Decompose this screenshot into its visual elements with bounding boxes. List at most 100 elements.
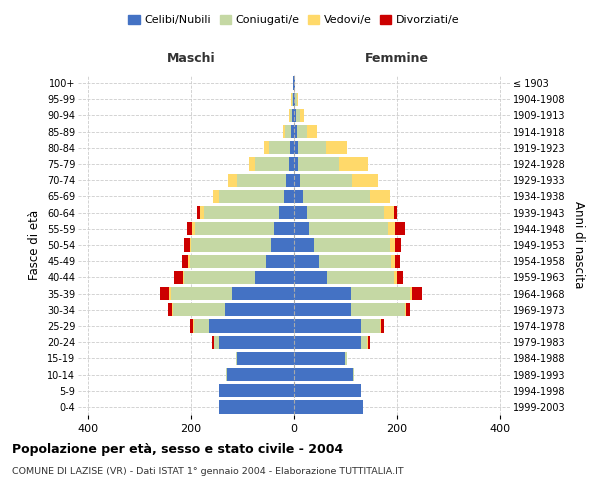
Bar	[410, 287, 412, 300]
Bar	[264, 141, 269, 154]
Bar	[285, 125, 292, 138]
Bar	[294, 109, 296, 122]
Bar	[350, 287, 410, 300]
Bar	[188, 254, 190, 268]
Bar	[266, 254, 294, 268]
Bar	[394, 270, 397, 284]
Bar	[184, 238, 190, 252]
Bar	[388, 222, 395, 235]
Bar	[269, 141, 290, 154]
Bar	[293, 92, 294, 106]
Y-axis label: Anni di nascita: Anni di nascita	[572, 202, 585, 288]
Bar	[224, 303, 294, 316]
Bar	[307, 206, 384, 220]
Bar	[278, 206, 294, 220]
Bar	[294, 368, 353, 381]
Bar	[294, 141, 298, 154]
Bar	[226, 368, 227, 381]
Bar	[271, 238, 294, 252]
Bar	[339, 158, 368, 170]
Bar	[294, 254, 319, 268]
Bar	[294, 238, 314, 252]
Bar	[367, 336, 368, 349]
Text: Femmine: Femmine	[365, 52, 429, 66]
Bar	[292, 92, 293, 106]
Bar	[289, 109, 290, 122]
Bar	[350, 303, 404, 316]
Bar	[294, 352, 346, 365]
Bar	[294, 384, 361, 398]
Bar	[228, 174, 238, 187]
Bar	[220, 190, 284, 203]
Bar	[232, 287, 294, 300]
Bar	[274, 222, 294, 235]
Bar	[368, 336, 370, 349]
Bar	[160, 287, 169, 300]
Bar	[294, 222, 310, 235]
Bar	[236, 352, 238, 365]
Bar	[395, 238, 401, 252]
Bar	[194, 320, 209, 332]
Bar	[292, 109, 294, 122]
Bar	[380, 320, 382, 332]
Bar	[370, 190, 389, 203]
Bar	[256, 270, 294, 284]
Bar	[300, 174, 352, 187]
Bar	[238, 352, 294, 365]
Bar	[238, 174, 286, 187]
Bar	[294, 287, 350, 300]
Bar	[389, 238, 395, 252]
Bar	[298, 141, 326, 154]
Bar	[346, 352, 347, 365]
Bar	[294, 270, 328, 284]
Bar	[227, 368, 294, 381]
Bar	[294, 320, 361, 332]
Bar	[406, 303, 410, 316]
Bar	[352, 174, 379, 187]
Bar	[197, 206, 200, 220]
Text: Popolazione per età, sesso e stato civile - 2004: Popolazione per età, sesso e stato civil…	[12, 442, 343, 456]
Legend: Celibi/Nubili, Coniugati/e, Vedovi/e, Divorziati/e: Celibi/Nubili, Coniugati/e, Vedovi/e, Di…	[124, 10, 464, 30]
Bar	[294, 303, 350, 316]
Bar	[384, 206, 394, 220]
Bar	[412, 287, 422, 300]
Bar	[307, 125, 317, 138]
Bar	[220, 384, 294, 398]
Bar	[361, 336, 367, 349]
Bar	[310, 222, 388, 235]
Bar	[256, 158, 289, 170]
Bar	[173, 303, 224, 316]
Bar	[183, 270, 184, 284]
Bar	[290, 109, 292, 122]
Bar	[294, 158, 298, 170]
Bar	[296, 109, 299, 122]
Bar	[382, 320, 384, 332]
Y-axis label: Fasce di età: Fasce di età	[28, 210, 41, 280]
Bar	[173, 270, 183, 284]
Bar	[190, 320, 193, 332]
Bar	[200, 206, 204, 220]
Bar	[294, 190, 303, 203]
Bar	[169, 287, 170, 300]
Bar	[204, 206, 278, 220]
Bar	[292, 125, 294, 138]
Bar	[190, 254, 266, 268]
Bar	[294, 174, 300, 187]
Bar	[326, 141, 347, 154]
Bar	[289, 158, 294, 170]
Bar	[290, 141, 294, 154]
Bar	[249, 158, 256, 170]
Bar	[193, 320, 194, 332]
Bar	[294, 92, 295, 106]
Bar	[213, 190, 220, 203]
Bar	[212, 336, 214, 349]
Bar	[361, 320, 380, 332]
Text: COMUNE DI LAZISE (VR) - Dati ISTAT 1° gennaio 2004 - Elaborazione TUTTITALIA.IT: COMUNE DI LAZISE (VR) - Dati ISTAT 1° ge…	[12, 468, 404, 476]
Bar	[209, 320, 294, 332]
Bar	[303, 190, 370, 203]
Bar	[220, 336, 294, 349]
Bar	[294, 206, 307, 220]
Bar	[295, 92, 296, 106]
Bar	[314, 238, 389, 252]
Bar	[394, 206, 397, 220]
